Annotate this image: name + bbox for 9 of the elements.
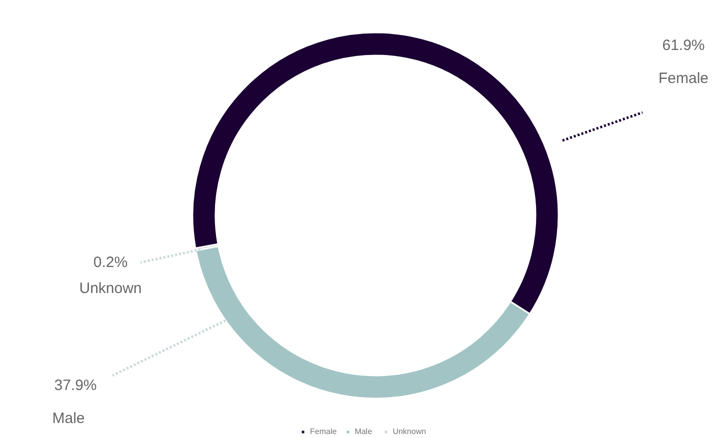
data-label: 37.9% <box>54 377 97 394</box>
slice-label: Unknown <box>79 280 142 297</box>
data-label: 0.2% <box>93 254 128 271</box>
legend-label: Unknown <box>392 427 426 436</box>
legend-label: Male <box>354 427 374 436</box>
slice-label: Female <box>658 70 709 87</box>
legend-label: Female <box>310 427 337 436</box>
data-label: 61.9% <box>662 37 705 54</box>
category-label: Male <box>52 410 85 427</box>
